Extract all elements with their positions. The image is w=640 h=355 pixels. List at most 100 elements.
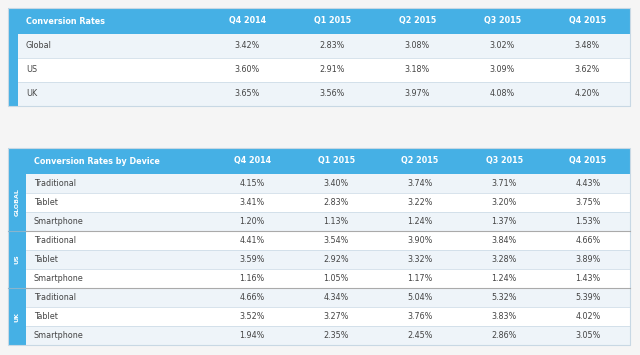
Bar	[26, 269, 630, 288]
Text: US: US	[26, 66, 37, 75]
Text: 4.66%: 4.66%	[239, 293, 265, 302]
Text: 3.56%: 3.56%	[319, 89, 345, 98]
Bar	[26, 148, 630, 174]
Bar	[26, 174, 630, 193]
Text: 3.22%: 3.22%	[408, 198, 433, 207]
Text: 3.54%: 3.54%	[323, 236, 349, 245]
Bar	[26, 326, 630, 345]
Bar	[18, 82, 630, 106]
Text: 2.83%: 2.83%	[323, 198, 349, 207]
Text: 4.66%: 4.66%	[575, 236, 601, 245]
Text: 1.16%: 1.16%	[239, 274, 265, 283]
Text: Tablet: Tablet	[34, 312, 58, 321]
Bar	[8, 8, 630, 106]
Text: 2.86%: 2.86%	[492, 331, 516, 340]
Text: 3.90%: 3.90%	[408, 236, 433, 245]
Text: 3.32%: 3.32%	[408, 255, 433, 264]
Bar	[8, 148, 630, 345]
Text: 3.83%: 3.83%	[492, 312, 516, 321]
Bar	[18, 8, 630, 34]
Bar	[18, 58, 630, 82]
Text: Q2 2015: Q2 2015	[399, 16, 436, 26]
Text: 3.09%: 3.09%	[490, 66, 515, 75]
Text: 3.76%: 3.76%	[408, 312, 433, 321]
Text: 1.53%: 1.53%	[575, 217, 601, 226]
Text: 3.02%: 3.02%	[490, 42, 515, 50]
Bar	[26, 307, 630, 326]
Text: 1.13%: 1.13%	[324, 217, 349, 226]
Text: 4.20%: 4.20%	[575, 89, 600, 98]
Text: 3.52%: 3.52%	[239, 312, 265, 321]
Text: 3.59%: 3.59%	[239, 255, 265, 264]
Text: Q2 2015: Q2 2015	[401, 157, 439, 165]
Text: Q4 2015: Q4 2015	[570, 157, 607, 165]
Text: 2.45%: 2.45%	[408, 331, 433, 340]
Text: Smartphone: Smartphone	[34, 217, 84, 226]
Bar	[26, 212, 630, 231]
Text: 1.37%: 1.37%	[492, 217, 516, 226]
Text: 2.92%: 2.92%	[323, 255, 349, 264]
Text: 2.91%: 2.91%	[319, 66, 345, 75]
Text: 5.32%: 5.32%	[492, 293, 517, 302]
Text: 3.20%: 3.20%	[492, 198, 516, 207]
Text: 3.74%: 3.74%	[408, 179, 433, 188]
Text: 3.60%: 3.60%	[235, 66, 260, 75]
Text: 1.20%: 1.20%	[239, 217, 265, 226]
Text: 3.48%: 3.48%	[575, 42, 600, 50]
Text: 4.43%: 4.43%	[575, 179, 601, 188]
Text: Q4 2015: Q4 2015	[569, 16, 606, 26]
Text: 3.27%: 3.27%	[323, 312, 349, 321]
Text: 5.04%: 5.04%	[408, 293, 433, 302]
Text: 4.34%: 4.34%	[324, 293, 349, 302]
Text: Q3 2015: Q3 2015	[486, 157, 523, 165]
Text: 3.18%: 3.18%	[404, 66, 430, 75]
Text: 4.08%: 4.08%	[490, 89, 515, 98]
Text: Smartphone: Smartphone	[34, 331, 84, 340]
Text: 1.17%: 1.17%	[408, 274, 433, 283]
Bar	[8, 8, 630, 106]
Bar	[8, 148, 630, 345]
Text: 1.24%: 1.24%	[408, 217, 433, 226]
Text: Smartphone: Smartphone	[34, 274, 84, 283]
Text: 2.83%: 2.83%	[319, 42, 345, 50]
Text: 2.35%: 2.35%	[323, 331, 349, 340]
Text: 4.02%: 4.02%	[575, 312, 601, 321]
Text: 4.41%: 4.41%	[239, 236, 265, 245]
Text: Global: Global	[26, 42, 52, 50]
Text: 3.28%: 3.28%	[492, 255, 516, 264]
Bar	[26, 250, 630, 269]
Text: Q1 2015: Q1 2015	[317, 157, 355, 165]
Text: Traditional: Traditional	[34, 293, 76, 302]
Text: Conversion Rates by Device: Conversion Rates by Device	[34, 157, 160, 165]
Text: Tablet: Tablet	[34, 198, 58, 207]
Bar	[26, 193, 630, 212]
Text: 3.65%: 3.65%	[234, 89, 260, 98]
Text: 3.40%: 3.40%	[324, 179, 349, 188]
Text: 1.94%: 1.94%	[239, 331, 265, 340]
Text: 3.41%: 3.41%	[239, 198, 265, 207]
Bar	[26, 288, 630, 307]
Text: UK: UK	[15, 311, 19, 322]
Bar	[8, 8, 18, 106]
Bar	[8, 148, 26, 345]
Text: 1.05%: 1.05%	[323, 274, 349, 283]
Text: Q1 2015: Q1 2015	[314, 16, 351, 26]
Text: 3.62%: 3.62%	[575, 66, 600, 75]
Bar	[18, 34, 630, 58]
Text: Traditional: Traditional	[34, 236, 76, 245]
Text: 3.71%: 3.71%	[492, 179, 516, 188]
Bar	[26, 231, 630, 250]
Text: Q4 2014: Q4 2014	[228, 16, 266, 26]
Text: GLOBAL: GLOBAL	[15, 189, 19, 217]
Text: Conversion Rates: Conversion Rates	[26, 16, 105, 26]
Text: US: US	[15, 255, 19, 264]
Text: 3.42%: 3.42%	[234, 42, 260, 50]
Text: 3.97%: 3.97%	[404, 89, 430, 98]
Text: 1.43%: 1.43%	[575, 274, 601, 283]
Text: Q3 2015: Q3 2015	[484, 16, 521, 26]
Text: 3.89%: 3.89%	[575, 255, 601, 264]
Text: 3.05%: 3.05%	[575, 331, 601, 340]
Text: 1.24%: 1.24%	[492, 274, 516, 283]
Text: 4.15%: 4.15%	[239, 179, 265, 188]
Text: Q4 2014: Q4 2014	[234, 157, 271, 165]
